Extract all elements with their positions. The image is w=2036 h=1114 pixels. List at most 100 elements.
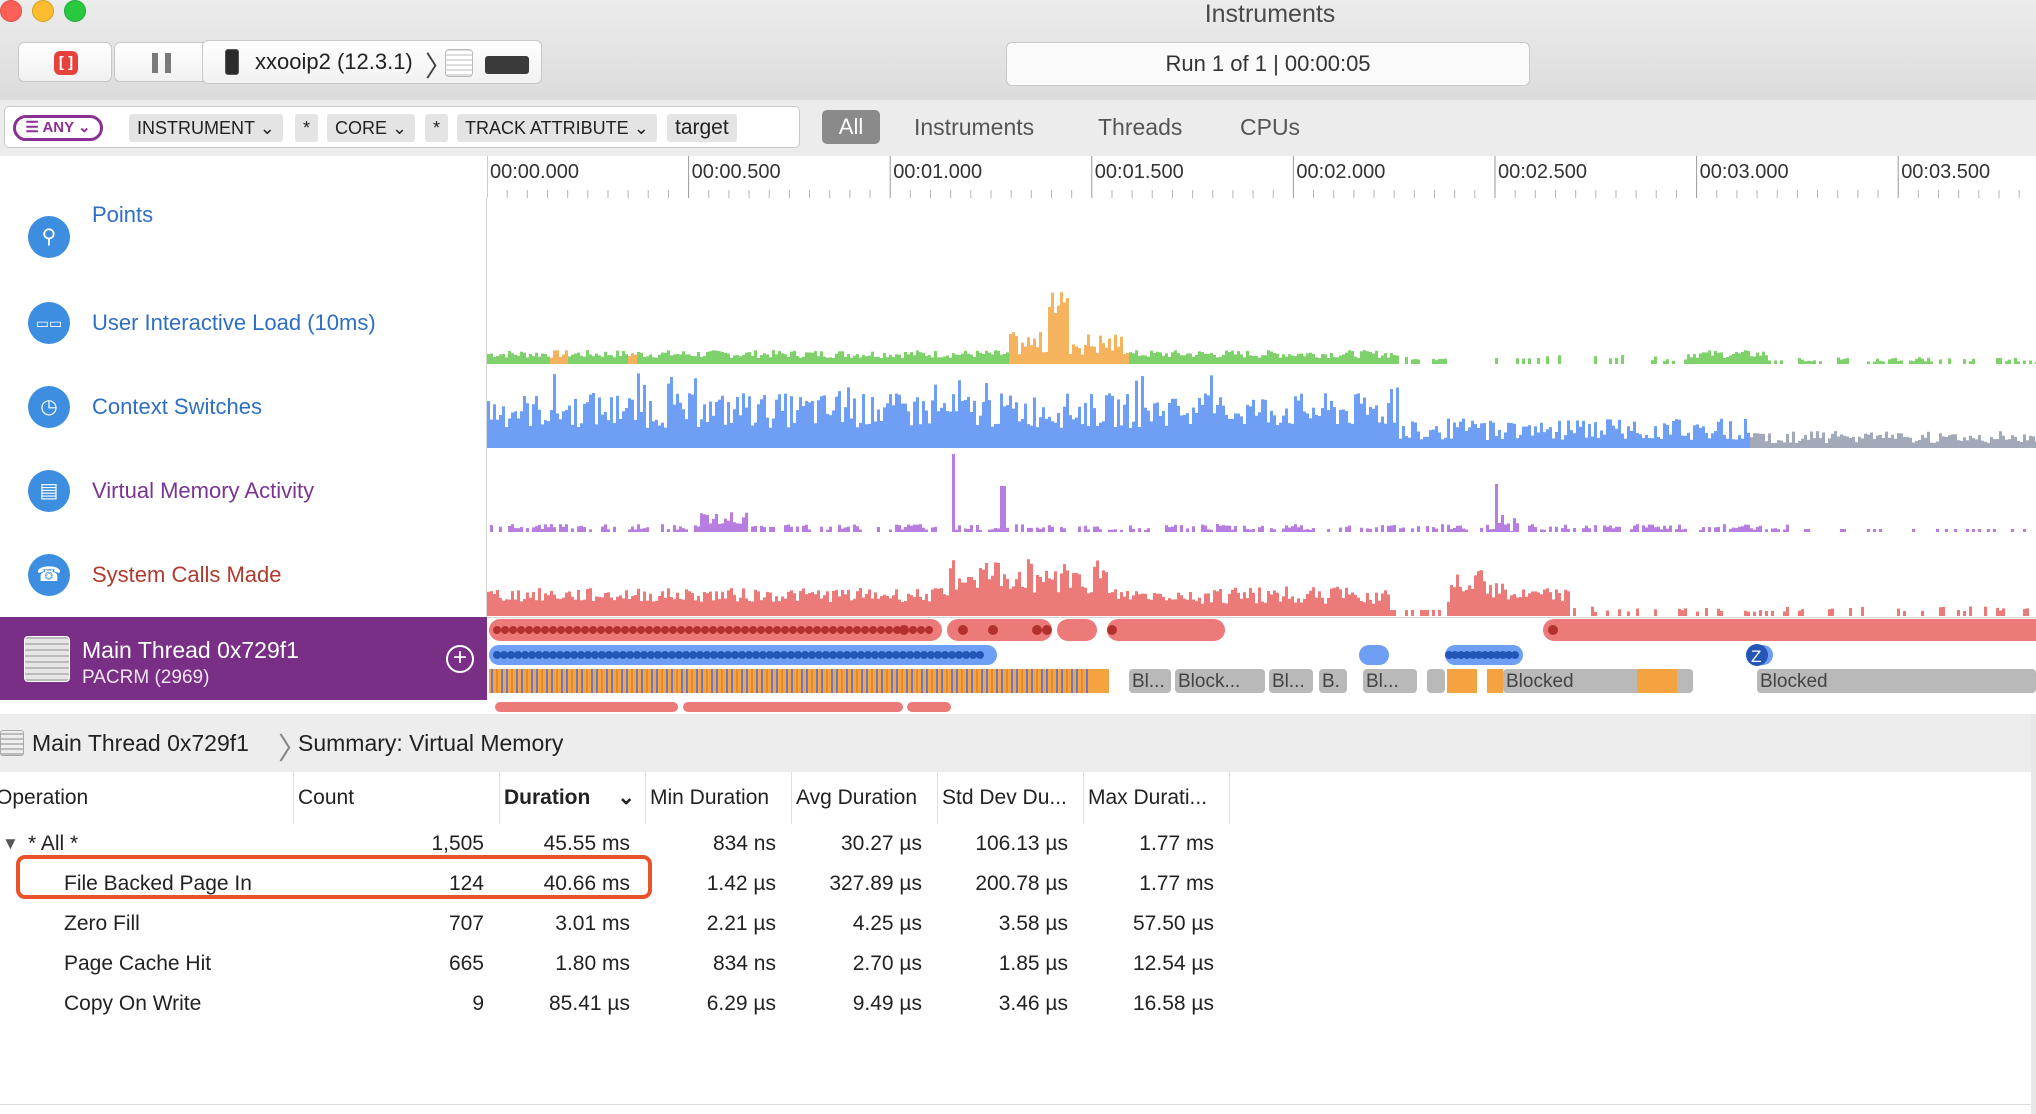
lane-stripe [646, 669, 648, 693]
thread-label[interactable]: Main Thread 0x729f1 PACRM (2969) + [0, 617, 487, 700]
graph-bar [1939, 359, 1942, 364]
graph-bar [631, 596, 634, 616]
graph-bar [1252, 592, 1255, 616]
graph-bar [1438, 359, 1441, 364]
track-user-interactive-load[interactable]: ▭▭ User Interactive Load (10ms) [0, 282, 2036, 367]
track-system-calls[interactable]: ☎ System Calls Made [0, 534, 2036, 618]
lane-stripe [496, 669, 498, 693]
add-track-button[interactable]: + [446, 645, 474, 673]
thread-state-graph[interactable]: ZBl... Block... Bl... B. Bl... Blocked Blocked [487, 617, 2036, 700]
table-row[interactable]: Page Cache Hit 665 1.80 ms 834 ns 2.70 µ… [0, 944, 2036, 985]
system-calls-graph[interactable] [487, 534, 2036, 617]
filter-token-wildcard[interactable]: * [425, 114, 449, 142]
zoom-window-button[interactable] [64, 0, 86, 22]
graph-bar [1270, 410, 1273, 448]
track-label[interactable]: ⚲ Points [0, 198, 487, 282]
scope-all-button[interactable]: All [822, 110, 880, 144]
virtual-memory-graph[interactable] [487, 450, 2036, 534]
graph-bar [1270, 351, 1273, 364]
state-dot [619, 651, 627, 659]
track-label[interactable]: ◷ Context Switches [0, 366, 487, 450]
track-points[interactable]: ⚲ Points [0, 198, 2036, 283]
graph-bar [541, 424, 544, 448]
graph-bar [1597, 437, 1600, 448]
graph-bar [718, 523, 721, 532]
minimize-window-button[interactable] [32, 0, 54, 22]
graph-bar [1336, 586, 1339, 616]
column-operation[interactable]: Operation [0, 772, 294, 824]
graph-bar [1588, 423, 1591, 448]
graph-bar [1612, 425, 1615, 448]
graph-bar [1147, 599, 1150, 616]
graph-bar [574, 398, 577, 448]
close-window-button[interactable] [0, 0, 22, 22]
filter-token-wildcard[interactable]: * [295, 114, 319, 142]
column-count[interactable]: Count [294, 772, 500, 824]
graph-bar [1918, 439, 1921, 448]
target-device-selector[interactable]: xxooip2 (12.3.1) 〉 [202, 40, 542, 84]
graph-bar [1480, 527, 1483, 532]
table-row[interactable]: Copy On Write 9 85.41 µs 6.29 µs 9.49 µs… [0, 984, 2036, 1025]
track-context-switches[interactable]: ◷ Context Switches [0, 366, 2036, 451]
track-virtual-memory[interactable]: ▤ Virtual Memory Activity [0, 450, 2036, 535]
load-graph[interactable] [487, 282, 2036, 366]
breadcrumb-thread[interactable]: Main Thread 0x729f1 [32, 730, 249, 756]
track-label[interactable]: ☎ System Calls Made [0, 534, 487, 617]
points-graph[interactable] [487, 198, 2036, 282]
graph-bar [1105, 572, 1108, 616]
pause-button[interactable] [114, 42, 208, 82]
ruler-tick-label: 00:02.500 [1498, 161, 1587, 183]
graph-bar [1387, 357, 1390, 364]
graph-bar [1723, 434, 1726, 448]
graph-bar [1108, 529, 1111, 532]
graph-bar [568, 405, 571, 448]
track-main-thread[interactable]: Main Thread 0x729f1 PACRM (2969) + Z Bl..… [0, 617, 2036, 700]
track-label[interactable]: ▤ Virtual Memory Activity [0, 450, 487, 534]
graph-bar [1651, 360, 1654, 364]
track-filter-field[interactable]: ☰ ANY ⌄ INSTRUMENT ⌄ * CORE ⌄ * TRACK AT… [4, 106, 800, 148]
column-duration[interactable]: Duration ⌄ [500, 772, 646, 824]
track-label[interactable]: ▭▭ User Interactive Load (10ms) [0, 282, 487, 366]
column-max-duration[interactable]: Max Durati... [1084, 772, 1230, 824]
column-std-dev-duration[interactable]: Std Dev Du... [938, 772, 1084, 824]
filter-token-track-attribute[interactable]: TRACK ATTRIBUTE ⌄ [457, 114, 657, 142]
breadcrumb-summary[interactable]: Summary: Virtual Memory [298, 730, 564, 756]
detail-divider[interactable] [0, 700, 2036, 715]
state-dot [703, 651, 711, 659]
graph-bar [562, 597, 565, 616]
lane-stripe [801, 669, 803, 693]
filter-token-value[interactable]: target [667, 114, 737, 142]
graph-bar [1462, 591, 1465, 616]
filter-token-instrument[interactable]: INSTRUMENT ⌄ [129, 114, 283, 142]
context-switches-graph[interactable] [487, 366, 2036, 450]
column-avg-duration[interactable]: Avg Duration [792, 772, 938, 824]
any-filter-pill[interactable]: ☰ ANY ⌄ [13, 115, 103, 141]
graph-bar [1045, 571, 1048, 616]
graph-bar [856, 427, 859, 448]
graph-bar [1003, 574, 1006, 616]
state-dot [640, 651, 648, 659]
column-min-duration[interactable]: Min Duration [646, 772, 792, 824]
graph-bar [1210, 375, 1213, 448]
graph-bar [1177, 592, 1180, 616]
disclosure-triangle-icon[interactable]: ▼ [2, 834, 19, 853]
graph-bar [895, 589, 898, 616]
graph-bar [712, 600, 715, 616]
graph-bar [790, 351, 793, 364]
scope-cpus-button[interactable]: CPUs [1240, 114, 1301, 140]
graph-bar [1549, 592, 1552, 616]
table-row[interactable]: Zero Fill 707 3.01 ms 2.21 µs 4.25 µs 3.… [0, 904, 2036, 945]
graph-bar [943, 356, 946, 364]
filter-token-core[interactable]: CORE ⌄ [327, 114, 416, 142]
timeline-ruler[interactable]: 00:00.000 00:00.500 00:01.000 00:01.500 00:0… [0, 156, 2036, 199]
scope-instruments-button[interactable]: Instruments [914, 114, 1035, 140]
graph-bar [1741, 526, 1744, 532]
graph-bar [1423, 436, 1426, 448]
scope-threads-button[interactable]: Threads [1098, 114, 1183, 140]
graph-bar [706, 514, 709, 532]
graph-bar [1447, 601, 1450, 616]
graph-bar [1006, 405, 1009, 448]
graph-bar [1285, 586, 1288, 616]
record-button[interactable]: [ ] [18, 42, 112, 82]
graph-bar [1015, 579, 1018, 616]
